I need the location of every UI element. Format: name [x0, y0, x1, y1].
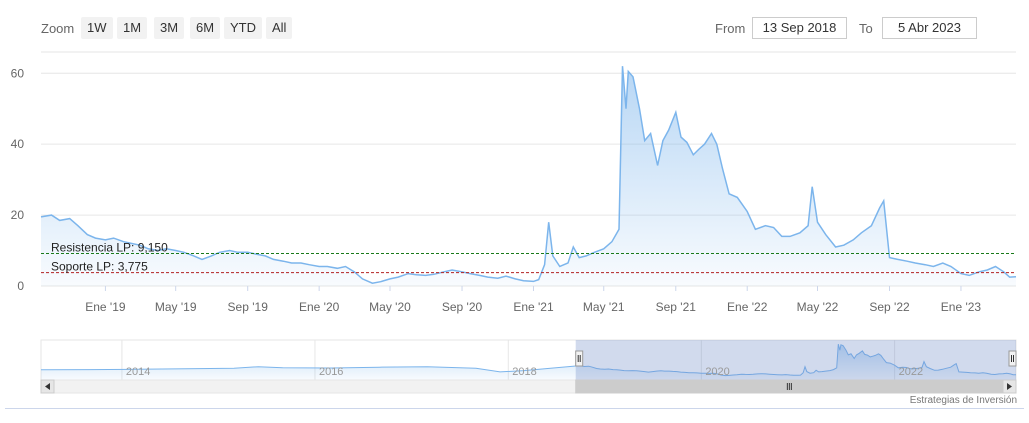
navigator-tick-label: 2020	[705, 366, 729, 378]
y-tick-label: 40	[11, 137, 25, 151]
to-label: To	[859, 21, 873, 36]
price-area	[41, 66, 1016, 286]
annotation-label: Resistencia LP: 9,150	[51, 241, 168, 255]
navigator-line	[40, 343, 1016, 377]
x-tick-label: May '21	[583, 300, 625, 314]
x-tick-label: May '19	[155, 300, 197, 314]
x-tick-label: Ene '19	[85, 300, 126, 314]
x-tick-label: Sep '19	[228, 300, 269, 314]
scroll-left-arrow-icon	[45, 383, 50, 390]
navigator-area	[41, 344, 1016, 380]
y-tick-label: 20	[11, 208, 25, 222]
y-tick-label: 0	[17, 279, 24, 293]
to-date-input[interactable]	[882, 17, 977, 39]
navigator-selected-range	[575, 340, 1016, 380]
zoom-all-button[interactable]: All	[266, 17, 293, 39]
x-tick-label: Sep '20	[442, 300, 483, 314]
x-tick-label: May '20	[369, 300, 411, 314]
zoom-label: Zoom	[41, 21, 75, 36]
scrollbar-grip-icon	[786, 383, 792, 390]
navigator: 2014 2016 2018 2020 2022	[40, 339, 1017, 381]
y-tick-label: 60	[11, 66, 25, 80]
scrollbar-left-button	[40, 379, 55, 394]
navigator-tick-label: 2022	[899, 366, 923, 378]
scrollbar-track	[40, 379, 1017, 394]
navigator-tick-label: 2016	[319, 366, 343, 378]
x-tick-label: Ene '23	[941, 300, 982, 314]
zoom-1m-button[interactable]: 1M	[117, 17, 148, 39]
navigator-right-handle[interactable]	[1008, 350, 1017, 367]
navigator-tick-label: 2014	[126, 366, 150, 378]
scrollbar-thumb	[575, 379, 1004, 394]
credits-label: Estrategias de Inversión	[909, 395, 1017, 406]
scrollbar	[40, 379, 1017, 394]
annotation-label: Soporte LP: 3,775	[51, 260, 148, 274]
x-tick-label: Ene '22	[727, 300, 768, 314]
x-tick-label: Ene '21	[513, 300, 554, 314]
x-tick-label: Ene '20	[299, 300, 340, 314]
scrollbar-right-button	[1002, 379, 1017, 394]
price-series-line	[40, 66, 1017, 284]
scroll-right-arrow-icon	[1007, 383, 1012, 390]
zoom-6m-button[interactable]: 6M	[190, 17, 221, 39]
zoom-3m-button[interactable]: 3M	[154, 17, 185, 39]
footer-divider	[5, 408, 1024, 409]
navigator-left-handle[interactable]	[575, 350, 584, 367]
navigator-tick-label: 2018	[512, 366, 536, 378]
navigator-frame	[40, 339, 1017, 381]
x-tick-label: Sep '21	[656, 300, 697, 314]
x-tick-label: Sep '22	[869, 300, 910, 314]
zoom-1w-button[interactable]: 1W	[81, 17, 113, 39]
from-label: From	[715, 21, 746, 36]
zoom-ytd-button[interactable]: YTD	[224, 17, 262, 39]
from-date-input[interactable]	[752, 17, 847, 39]
x-tick-label: May '22	[797, 300, 839, 314]
